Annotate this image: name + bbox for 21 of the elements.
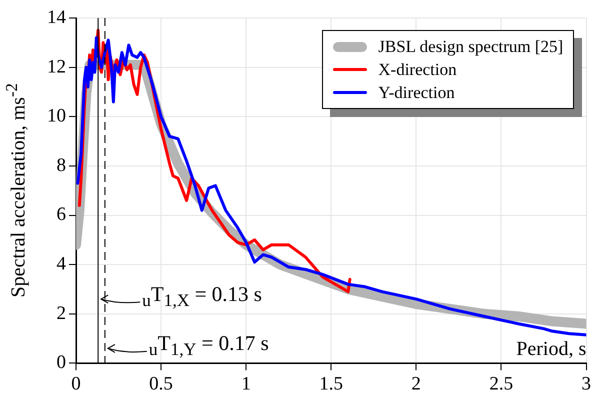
annotation: $_{u}$T$_{1,X}$ = 0.13 s [142,282,262,311]
x-axis-title: Period, s [516,338,586,362]
x-tick-label: 0.5 [149,374,173,395]
x-tick-label: 3 [582,374,591,395]
y-tick-label: 14 [47,6,66,28]
y-tick-label: 0 [56,352,66,374]
y-tick-label: 10 [47,106,66,127]
y-tick-label: 4 [56,254,66,275]
annotation: $_{u}$T$_{1,Y}$ = 0.17 s [148,330,269,360]
y-tick-label: 8 [56,154,66,176]
x-tick-label: 1.5 [319,374,343,395]
y-tick-label: 6 [56,204,66,226]
y-tick-label: 2 [56,302,66,324]
legend-label: Y-direction [378,82,455,102]
y-tick-label: 12 [47,56,66,78]
legend-label: X-direction [378,60,457,80]
legend-label: JBSL design spectrum [25] [378,36,564,56]
x-tick-label: 2 [411,374,421,395]
x-tick-label: 1 [241,374,251,395]
x-tick-label: 0 [71,374,81,395]
x-tick-label: 2.5 [489,374,514,395]
